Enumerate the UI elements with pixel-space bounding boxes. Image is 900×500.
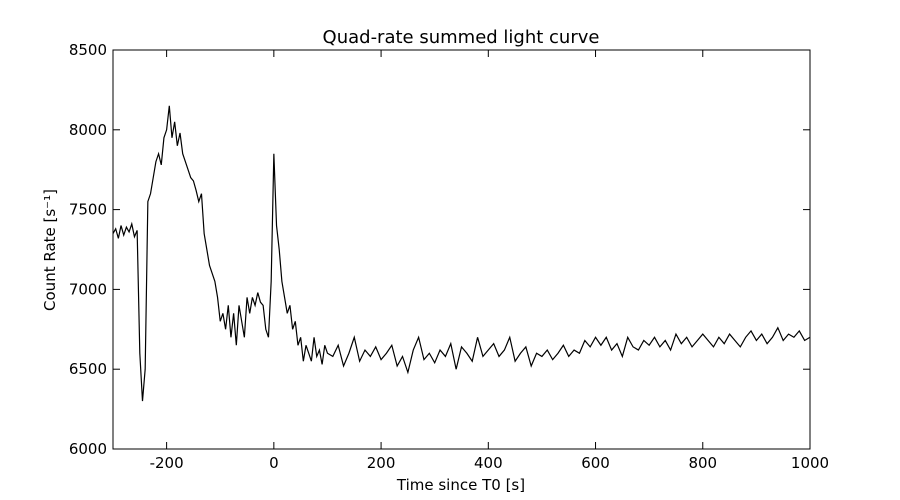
y-tick-label: 6000	[69, 440, 107, 458]
x-tick-label: 200	[367, 454, 396, 472]
y-tick-label: 6500	[69, 360, 107, 378]
x-tick-label: 1000	[791, 454, 829, 472]
y-axis-label: Count Rate [s⁻¹]	[41, 189, 59, 311]
x-tick-label: -200	[150, 454, 184, 472]
x-axis-label: Time since T0 [s]	[396, 476, 525, 494]
light-curve	[112, 105, 811, 402]
x-tick-label: 600	[581, 454, 610, 472]
y-tick-label: 8500	[69, 41, 107, 59]
x-tick-label: 800	[688, 454, 717, 472]
y-tick-label: 7500	[69, 201, 107, 219]
plot-frame	[112, 49, 811, 450]
chart-title: Quad-rate summed light curve	[323, 27, 600, 48]
y-tick-label: 8000	[69, 121, 107, 139]
y-tick-label: 7000	[69, 280, 107, 298]
x-tick-label: 0	[269, 454, 279, 472]
x-tick-label: 400	[474, 454, 503, 472]
